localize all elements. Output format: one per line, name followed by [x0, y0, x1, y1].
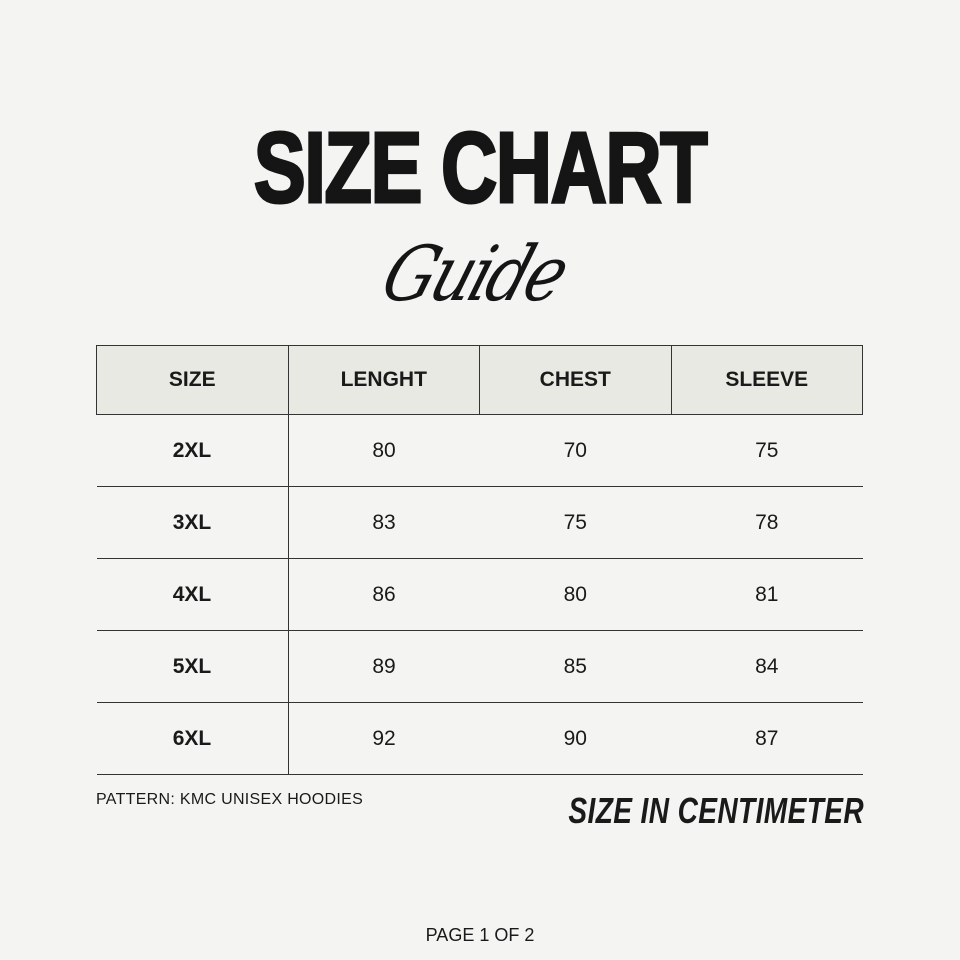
size-cell: 2XL — [96, 414, 289, 487]
table-row: 4XL 86 80 81 — [96, 558, 863, 631]
value-cell: 75 — [671, 414, 863, 487]
unit-note: SIZE IN CENTIMETER — [568, 790, 864, 831]
value-cell: 92 — [288, 702, 480, 775]
value-cell: 81 — [671, 558, 863, 631]
value-cell: 90 — [479, 702, 671, 775]
value-cell: 84 — [671, 630, 863, 703]
page-title: SIZE CHART — [253, 112, 709, 224]
value-cell: 75 — [479, 486, 671, 559]
table-body: 2XL 80 70 75 3XL 83 75 78 4XL 86 80 81 5XL 89 85 84 6XL 9… — [96, 414, 863, 775]
header-length: LENGHT — [287, 345, 480, 415]
size-cell: 4XL — [96, 558, 289, 631]
table-row: 5XL 89 85 84 — [96, 630, 863, 703]
page-indicator: PAGE 1 OF 2 — [425, 925, 535, 945]
pattern-label: PATTERN: KMC UNISEX HOODIES — [96, 791, 364, 808]
value-cell: 85 — [479, 630, 671, 703]
header-size: SIZE — [96, 345, 289, 415]
table-header-row: SIZE LENGHT CHEST SLEEVE — [96, 345, 863, 415]
value-cell: 83 — [288, 486, 480, 559]
table-row: 6XL 92 90 87 — [96, 702, 863, 775]
table-row: 2XL 80 70 75 — [96, 414, 863, 487]
value-cell: 80 — [288, 414, 480, 487]
value-cell: 70 — [479, 414, 671, 487]
size-cell: 5XL — [96, 630, 289, 703]
value-cell: 86 — [288, 558, 480, 631]
size-table: SIZE LENGHT CHEST SLEEVE 2XL 80 70 75 3XL 83 7… — [96, 345, 863, 775]
value-cell: 78 — [671, 486, 863, 559]
value-cell: 87 — [671, 702, 863, 775]
value-cell: 89 — [288, 630, 480, 703]
page-subtitle: Guide — [371, 229, 578, 318]
value-cell: 80 — [479, 558, 671, 631]
header-sleeve: SLEEVE — [670, 345, 863, 415]
size-cell: 3XL — [96, 486, 289, 559]
header-chest: CHEST — [479, 345, 672, 415]
table-row: 3XL 83 75 78 — [96, 486, 863, 559]
size-cell: 6XL — [96, 702, 289, 775]
